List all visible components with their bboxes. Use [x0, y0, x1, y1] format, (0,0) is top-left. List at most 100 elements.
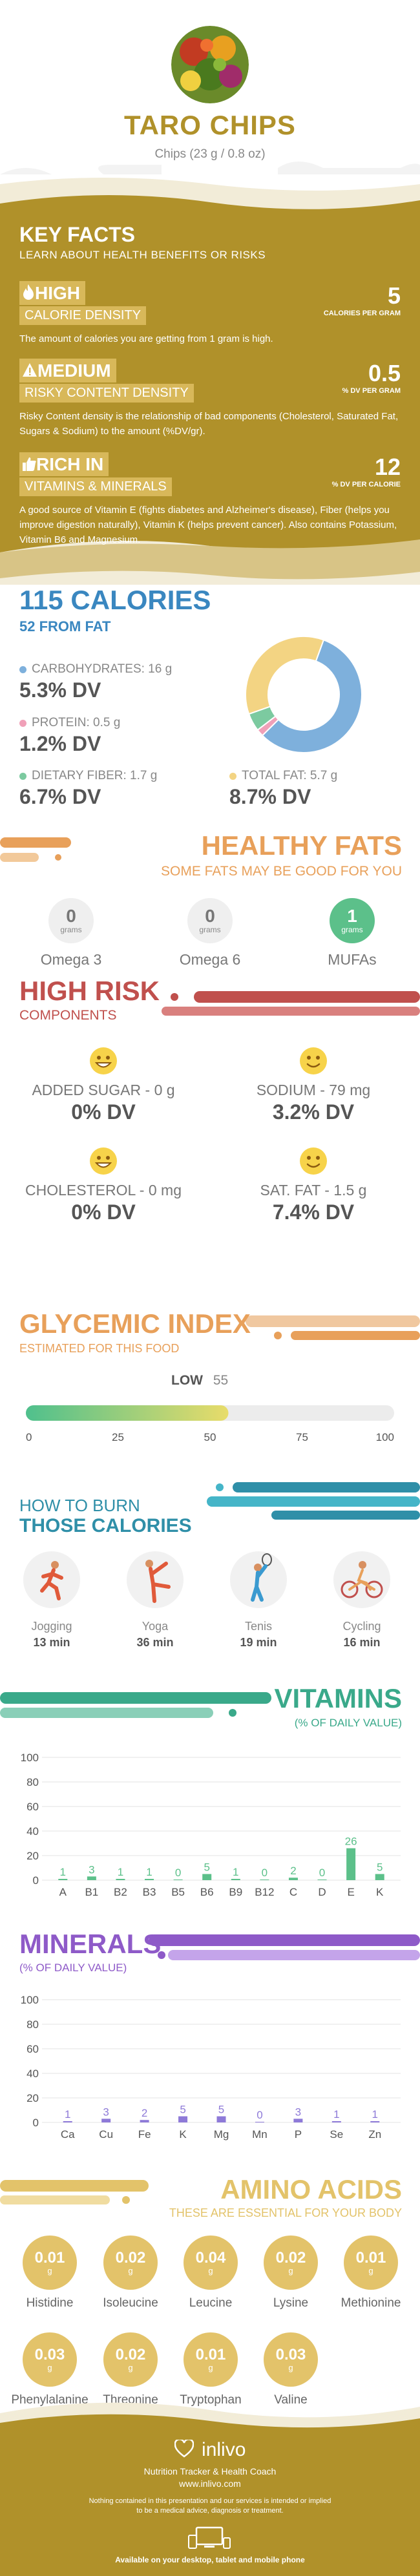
fact-calorie-density: HIGH CALORIE DENSITY 5 CALORIES PER GRAM… — [19, 281, 401, 346]
x-tick-label: Cu — [99, 2128, 113, 2141]
y-tick-label: 20 — [26, 2092, 39, 2104]
x-tick-label: Ca — [61, 2128, 75, 2141]
fact-vitamins-minerals: RICH IN VITAMINS & MINERALS 12 % DV PER … — [19, 452, 401, 547]
bar-value-label: 3 — [103, 2106, 109, 2118]
dietary-fiber-dot — [19, 772, 26, 780]
x-tick-label: A — [59, 1886, 67, 1898]
y-tick-label: 60 — [26, 2043, 39, 2055]
happy-face-icon — [89, 1147, 118, 1175]
bar-value-label: 5 — [377, 1861, 383, 1874]
amino-value-circle: 0.03 g — [23, 2332, 77, 2387]
high-risk-decoration — [162, 991, 420, 1016]
fact-value: 12 % DV PER CALORIE — [331, 454, 401, 488]
footer-tagline: Nutrition Tracker & Health Coach — [143, 2466, 277, 2477]
amino-name: Phenylalanine — [11, 2393, 89, 2407]
y-tick-label: 100 — [21, 1994, 39, 2006]
x-tick-label: P — [295, 2128, 302, 2141]
x-tick-label: K — [376, 1886, 384, 1898]
bar-se — [331, 2121, 341, 2122]
burn-title-line2: THOSE CALORIES — [19, 1515, 192, 1536]
high-risk-subtitle: COMPONENTS — [19, 1008, 117, 1023]
y-tick-label: 100 — [21, 1752, 39, 1764]
bar-value-label: 3 — [89, 1863, 94, 1876]
bar-value-label: 1 — [333, 2108, 339, 2120]
fire-icon — [22, 284, 35, 301]
bar-value-label: 5 — [204, 1861, 209, 1874]
page-subtitle: Chips (23 g / 0.8 oz) — [154, 147, 266, 161]
x-tick-label: B9 — [229, 1886, 242, 1898]
x-tick-label: B2 — [114, 1886, 127, 1898]
bar-value-label: 0 — [319, 1867, 325, 1879]
bar-c — [288, 1878, 298, 1880]
amino-name: Lysine — [273, 2296, 309, 2310]
y-tick-label: 40 — [26, 2068, 39, 2080]
glycemic-decoration — [246, 1315, 420, 1340]
bar-b1 — [87, 1876, 96, 1880]
healthy-fats-decoration — [0, 837, 71, 862]
bar-b6 — [202, 1874, 212, 1880]
bar-value-label: 2 — [142, 2107, 147, 2119]
amino-acid-item: 0.01 g Methionine — [331, 2236, 411, 2310]
amino-acid-item: 0.03 g Phenylalanine — [10, 2332, 90, 2407]
tennis-icon — [230, 1551, 287, 1608]
glycemic-reading: LOW 55 — [171, 1373, 228, 1388]
x-tick-label: Zn — [368, 2128, 381, 2141]
x-tick-label: B1 — [85, 1886, 98, 1898]
amino-value-circle: 0.01 g — [23, 2236, 77, 2290]
burn-title-line1: HOW TO BURN — [19, 1496, 140, 1515]
y-tick-label: 40 — [26, 1825, 39, 1838]
x-tick-label: B5 — [171, 1886, 185, 1898]
x-tick-label: E — [347, 1886, 354, 1898]
burn-yoga: Yoga 36 min — [113, 1551, 197, 1649]
smile-face-icon — [299, 1147, 328, 1175]
fact-name-label: CALORIE DENSITY — [19, 306, 147, 325]
y-tick-label: 80 — [26, 2018, 39, 2031]
bar-value-label: 1 — [233, 1866, 238, 1878]
bar-value-label: 1 — [118, 1866, 123, 1878]
glycemic-tick-label: 100 — [376, 1431, 394, 1443]
glycemic-value: 55 — [213, 1373, 229, 1388]
vitamins-bar-chart: 0 20 40 60 80 100 1 A 3 B1 1 B2 1 B3 0 B5 5 B6 1 B9 0 B12 2 C 0 D… — [21, 1752, 401, 1898]
fact-description: Risky Content density is the relationshi… — [19, 411, 399, 437]
fact-level-label: MEDIUM — [19, 359, 116, 382]
bar-e — [346, 1848, 356, 1880]
fact-description: A good source of Vitamin E (fights diabe… — [19, 505, 397, 545]
amino-acid-item: 0.03 g Valine — [251, 2332, 331, 2407]
yoga-icon — [127, 1551, 184, 1608]
amino-acid-item: 0.01 g Tryptophan — [171, 2332, 251, 2407]
amino-value-circle: 0.01 g — [344, 2236, 398, 2290]
minerals-bar-chart: 0 20 40 60 80 100 1 Ca 3 Cu 2 Fe 5 K 5 Mg 0 Mn 3 P 1 Se 1 Zn — [21, 1994, 401, 2141]
nutrient-carbohydrates: CARBOHYDRATES: 16 g 5.3% DV — [19, 662, 173, 702]
amino-name: Leucine — [189, 2296, 233, 2310]
footer-disclaimer-2: to be a medical advice, diagnosis or tre… — [136, 2507, 284, 2515]
amino-subtitle: THESE ARE ESSENTIAL FOR YOUR BODY — [169, 2206, 402, 2219]
bar-p — [293, 2119, 303, 2122]
page-title: TARO CHIPS — [124, 110, 296, 140]
risk-sodium: SODIUM - 79 mg 3.2% DV — [229, 1047, 397, 1124]
vegetables-photo — [171, 26, 249, 103]
fact-level-label: HIGH — [19, 281, 85, 305]
fat-omega-3: 0 grams Omega 3 — [29, 898, 113, 969]
nutrient-dietary-fiber: DIETARY FIBER: 1.7 g 6.7% DV — [19, 769, 158, 808]
bar-b3 — [145, 1879, 154, 1880]
jogging-icon — [23, 1551, 80, 1608]
glycemic-tick-label: 0 — [26, 1431, 32, 1443]
warning-icon — [22, 362, 37, 377]
bar-value-label: 1 — [146, 1866, 152, 1878]
calories-title: 115 CALORIES — [19, 585, 211, 615]
bar-value-label: 0 — [175, 1867, 181, 1879]
amino-title: AMINO ACIDS — [220, 2174, 402, 2204]
nutrient-total-fat: TOTAL FAT: 5.7 g 8.7% DV — [229, 769, 338, 808]
minerals-decoration — [149, 1934, 420, 1960]
amino-value-circle: 0.02 g — [264, 2236, 318, 2290]
bar-cu — [101, 2119, 111, 2122]
amino-acid-item: 0.04 g Leucine — [171, 2236, 251, 2310]
fact-value: 5 CALORIES PER GRAM — [323, 282, 401, 317]
protein-dot — [19, 719, 26, 727]
x-tick-label: D — [318, 1886, 326, 1898]
total-fat-dot — [229, 772, 236, 780]
healthy-fats-title: HEALTHY FATS — [201, 830, 402, 861]
vitamins-subtitle: (% OF DAILY VALUE) — [294, 1717, 402, 1729]
footer-url[interactable]: www.inlivo.com — [179, 2478, 241, 2489]
